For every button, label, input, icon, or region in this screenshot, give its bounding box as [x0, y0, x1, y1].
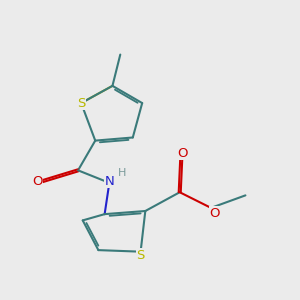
Text: N: N	[104, 175, 114, 188]
Text: H: H	[118, 168, 127, 178]
Text: S: S	[136, 249, 145, 262]
Text: O: O	[209, 207, 220, 220]
Text: O: O	[32, 175, 43, 188]
Text: S: S	[77, 97, 86, 110]
Text: O: O	[178, 147, 188, 160]
